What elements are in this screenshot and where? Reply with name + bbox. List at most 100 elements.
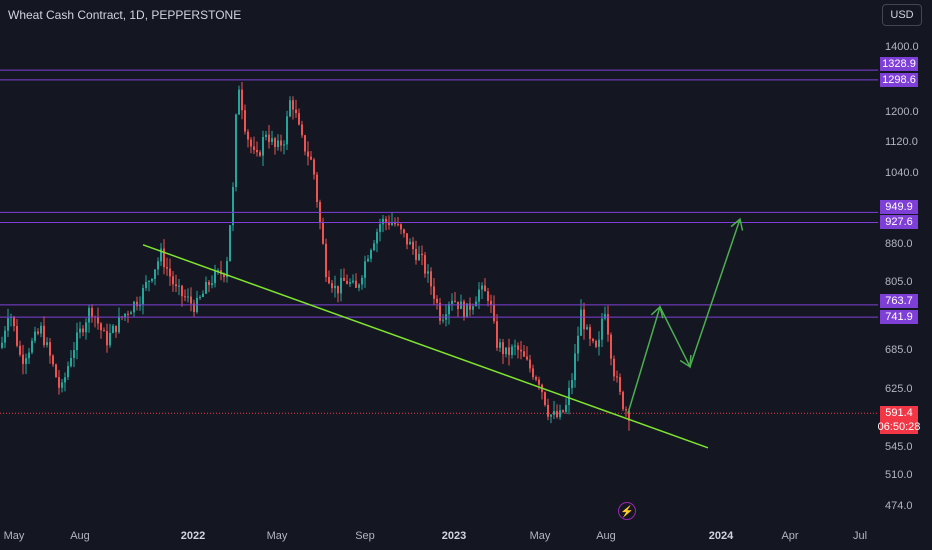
candle-body <box>1 342 3 348</box>
candle-body <box>568 387 570 406</box>
candle-body <box>22 354 24 364</box>
candle-body <box>313 159 315 175</box>
time-tick-label: Jul <box>852 530 868 542</box>
candle-body <box>64 377 66 383</box>
candle-body <box>481 285 483 290</box>
candle-body <box>400 224 402 230</box>
price-tick-label: 880.0 <box>885 237 913 250</box>
time-tick-label: Aug <box>70 530 90 542</box>
candle-body <box>625 409 627 411</box>
candle-body <box>160 248 162 262</box>
candle-body <box>523 351 525 357</box>
price-tick-label: 510.0 <box>885 468 913 481</box>
candle-body <box>214 271 216 284</box>
arrowhead-up-1 <box>650 305 664 319</box>
time-tick-label: Aug <box>596 530 616 542</box>
candle-body <box>190 296 192 304</box>
candle-body <box>229 225 231 262</box>
candle-body <box>580 309 582 336</box>
candle-body <box>16 326 18 346</box>
candle-body <box>19 345 21 355</box>
candle-body <box>217 270 219 272</box>
candle-body <box>52 355 54 365</box>
candle-body <box>61 382 63 388</box>
candle-body <box>238 89 240 115</box>
candle-body <box>106 331 108 346</box>
candle-body <box>244 110 246 132</box>
candle-body <box>169 268 171 277</box>
candle-body <box>520 349 522 352</box>
lightning-icon[interactable]: ⚡ <box>618 502 636 520</box>
symbol-title[interactable]: Wheat Cash Contract, 1D, PEPPERSTONE <box>8 8 242 22</box>
candle-body <box>226 261 228 278</box>
candle-body <box>112 325 114 333</box>
candle-body <box>508 347 510 355</box>
candle-body <box>334 285 336 289</box>
candle-body <box>67 366 69 378</box>
candle-body <box>538 379 540 385</box>
candle-body <box>148 280 150 282</box>
candle-body <box>574 353 576 381</box>
time-tick-label: 2022 <box>180 530 206 542</box>
candle-body <box>157 261 159 270</box>
candle-body <box>532 368 534 378</box>
candle-body <box>421 253 423 256</box>
candle-body <box>613 358 615 377</box>
candle-body <box>394 221 396 225</box>
candle-body <box>502 342 504 355</box>
candle-body <box>595 341 597 347</box>
candle-body <box>274 138 276 148</box>
candle-body <box>202 293 204 297</box>
candle-body <box>427 271 429 274</box>
candle-body <box>586 327 588 330</box>
candle-body <box>385 218 387 222</box>
candle-body <box>259 152 261 156</box>
candle-body <box>82 328 84 333</box>
countdown-tag: 06:50:28 <box>877 420 921 434</box>
candle-body <box>142 288 144 305</box>
candle-body <box>55 364 57 378</box>
candle-body <box>28 352 30 359</box>
candle-body <box>361 277 363 285</box>
candle-body <box>601 318 603 340</box>
candle-body <box>550 414 552 417</box>
candles-layer <box>1 82 630 431</box>
candle-body <box>547 404 549 417</box>
candle-body <box>193 303 195 312</box>
candle-body <box>457 301 459 310</box>
candle-body <box>277 140 279 148</box>
candle-body <box>358 284 360 288</box>
price-tick-label: 805.0 <box>885 275 913 288</box>
time-tick-label: May <box>3 530 25 542</box>
candle-body <box>208 281 210 286</box>
candle-body <box>283 144 285 146</box>
candle-body <box>184 296 186 298</box>
candle-body <box>466 303 468 318</box>
price-tick-label: 1200.0 <box>885 106 919 119</box>
candle-body <box>340 277 342 294</box>
candle-body <box>511 346 513 355</box>
candle-body <box>493 304 495 322</box>
candle-body <box>289 100 291 117</box>
candle-body <box>130 312 132 315</box>
candle-body <box>403 229 405 234</box>
candle-body <box>484 285 486 292</box>
candle-body <box>73 350 75 358</box>
candle-body <box>100 323 102 331</box>
candle-body <box>307 151 309 157</box>
time-tick-label: May <box>529 530 551 542</box>
candle-body <box>187 296 189 298</box>
candle-body <box>232 187 234 226</box>
candle-body <box>589 327 591 339</box>
candle-body <box>133 301 135 313</box>
currency-button[interactable]: USD <box>882 4 922 26</box>
price-tick-label: 474.0 <box>885 500 913 512</box>
candle-body <box>373 243 375 251</box>
candle-body <box>469 303 471 310</box>
candle-body <box>622 391 624 410</box>
candle-body <box>322 222 324 244</box>
candle-body <box>463 301 465 318</box>
candle-body <box>556 411 558 418</box>
